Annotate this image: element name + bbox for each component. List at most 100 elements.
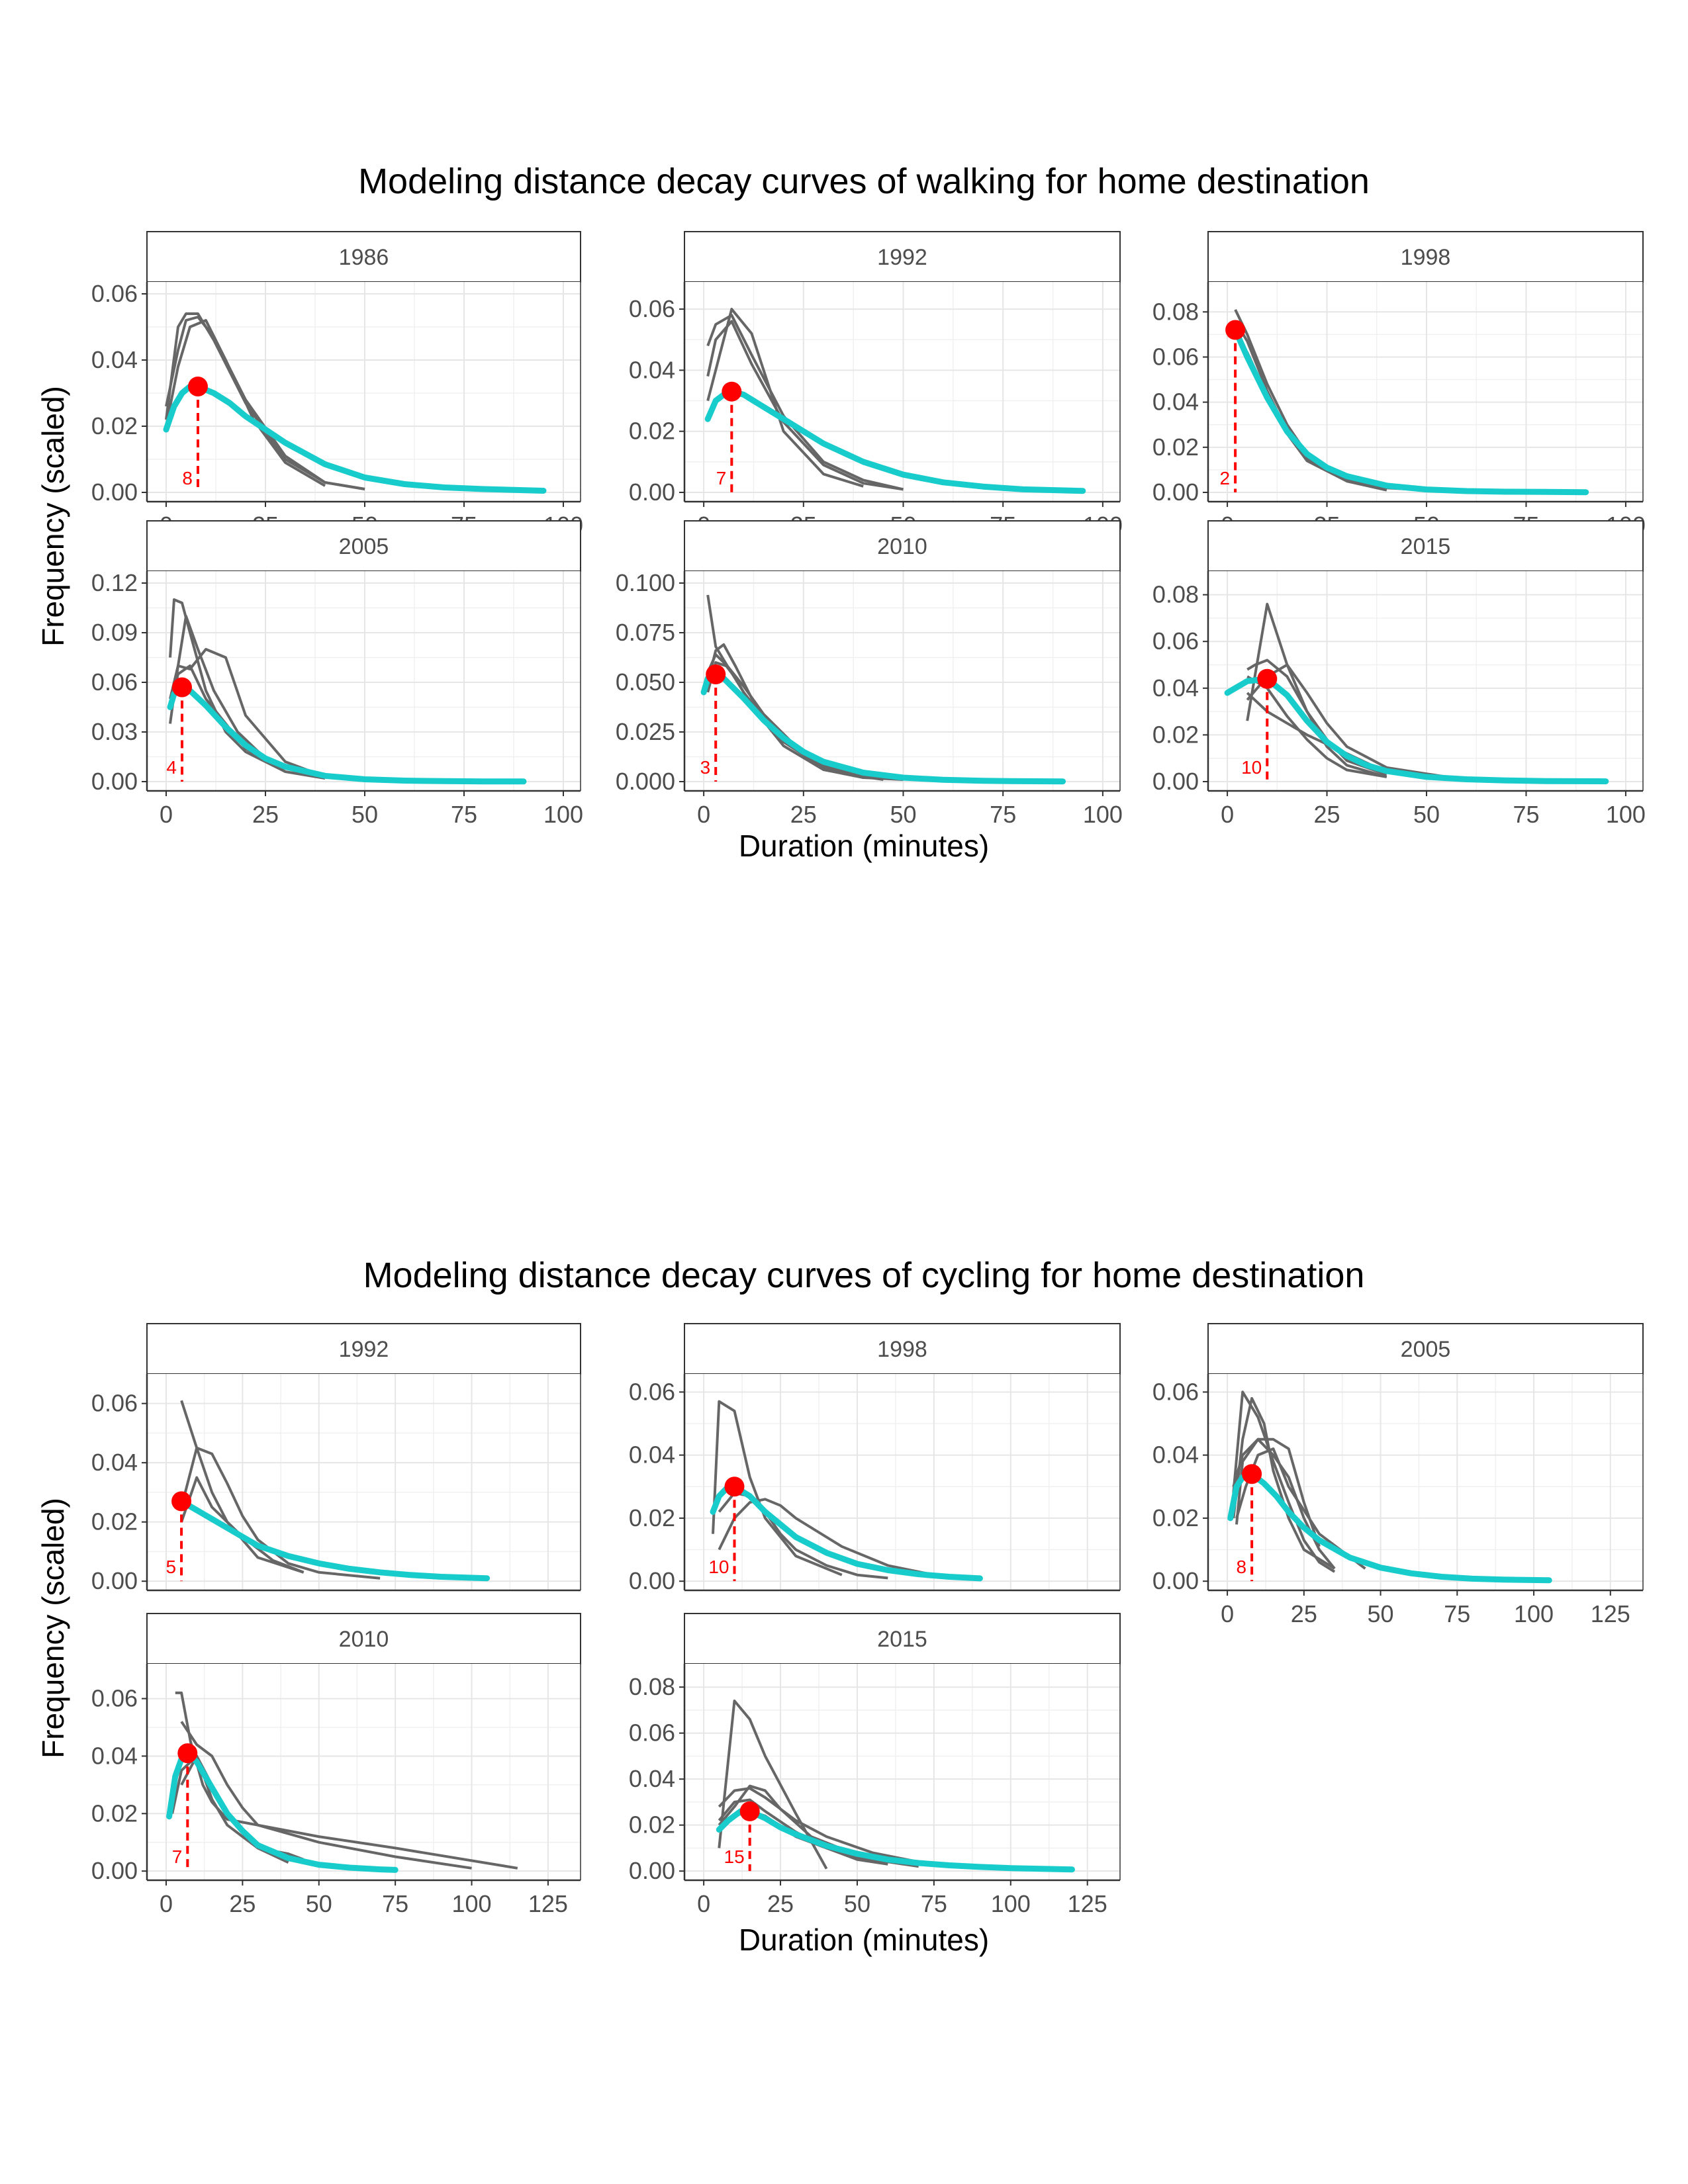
walking-panel-2005-peak-point xyxy=(172,678,192,698)
walking-panel-2005-x-tick-label: 25 xyxy=(252,801,279,828)
walking-panel-2010-plot-area xyxy=(684,571,1120,791)
walking-panel-2010-x-tick-label: 0 xyxy=(697,801,710,828)
walking-panels: 198680.000.020.040.060255075100199270.00… xyxy=(91,232,1646,828)
cycling-panel-2005-x-tick-label: 75 xyxy=(1444,1600,1470,1627)
cycling-panel-1992-y-tick-label: 0.00 xyxy=(91,1567,138,1594)
cycling-panel-2015: 2015 15 0.00 0.02 0.04 0.06 0.08 0 25 50 75 100 125 xyxy=(629,1614,1120,1917)
walking-panel-2005-y-tick-label: 0.00 xyxy=(91,768,138,795)
walking-panel-1998-y-tick-label: 0.08 xyxy=(1152,298,1199,325)
cycling-panel-2015-y-tick-label: 0.06 xyxy=(629,1719,675,1747)
walking-panel-1992: 199270.000.020.040.060255075100 xyxy=(629,232,1123,539)
cycling-panel-1998-y-tick-label: 0.04 xyxy=(629,1441,675,1469)
cycling-panel-2015-peak-label: 15 xyxy=(724,1846,745,1867)
cycling-panel-1992: 199250.000.020.040.06 xyxy=(91,1324,581,1594)
walking-panel-2015-y-tick-label: 0.08 xyxy=(1152,581,1199,608)
walking-panel-1986-strip-label: 1986 xyxy=(339,245,389,270)
cycling-panel-1992-peak-point xyxy=(171,1491,191,1511)
cycling-panel-1992-plot-area xyxy=(147,1374,581,1590)
cycling-panel-2010-strip-label: 2010 xyxy=(339,1627,389,1652)
walking-panel-2015-x-tick-label: 100 xyxy=(1606,801,1646,828)
cycling-panel-2015-y-tick-label: 0.00 xyxy=(629,1857,675,1884)
cycling-panel-2005-x-tick-label: 125 xyxy=(1591,1600,1630,1627)
cycling-panel-2010-x-tick-label: 50 xyxy=(306,1890,332,1917)
walking-panel-2005-x-tick-label: 0 xyxy=(160,801,173,828)
walking-panel-2010-y-tick-label: 0.050 xyxy=(616,668,675,696)
walking-panel-2015-peak-label: 10 xyxy=(1241,757,1262,778)
cycling-panel-2010-y-tick-label: 0.02 xyxy=(91,1799,138,1827)
cycling-panel-2010-plot-area xyxy=(147,1664,581,1880)
walking-panel-2010-strip-label: 2010 xyxy=(877,534,927,559)
walking-panel-2010-y-tick-label: 0.075 xyxy=(616,619,675,646)
cycling-panel-1992-strip-label: 1992 xyxy=(339,1337,389,1362)
cycling-panel-1998-y-tick-label: 0.00 xyxy=(629,1567,675,1594)
walking-panel-2005-x-tick-label: 100 xyxy=(543,801,583,828)
cycling-panel-2005-plot-area xyxy=(1208,1374,1643,1590)
walking-panel-2010: 2010 3 0.000 0.025 0.050 0.075 0.100 0 25 50 75 100 xyxy=(616,521,1123,828)
walking-panel-1998-peak-point xyxy=(1225,320,1245,340)
cycling-panel-1998-peak-point xyxy=(724,1477,744,1496)
walking-panel-2015-y-tick-label: 0.00 xyxy=(1152,768,1199,795)
walking-panel-1992-y-tick-label: 0.04 xyxy=(629,356,675,383)
walking-x-axis-label: Duration (minutes) xyxy=(739,829,989,863)
walking-panel-2015-x-tick-label: 50 xyxy=(1413,801,1440,828)
cycling-panel-1992-y-tick-label: 0.06 xyxy=(91,1390,138,1417)
walking-panel-2015-peak-point xyxy=(1257,669,1277,689)
walking-panel-1992-plot-area xyxy=(684,282,1120,502)
cycling-x-axis-label: Duration (minutes) xyxy=(739,1923,989,1957)
cycling-panel-2005-peak-point xyxy=(1242,1464,1262,1484)
walking-panel-1992-y-tick-label: 0.06 xyxy=(629,295,675,322)
walking-panel-2010-x-tick-label: 25 xyxy=(790,801,817,828)
cycling-panel-1998-plot-area xyxy=(684,1374,1120,1590)
walking-panel-1986-y-tick-label: 0.02 xyxy=(91,412,138,439)
walking-panel-2010-y-tick-label: 0.100 xyxy=(616,569,675,596)
cycling-panel-2005-y-tick-label: 0.00 xyxy=(1152,1567,1199,1594)
walking-panel-1992-y-tick-label: 0.02 xyxy=(629,418,675,445)
walking-panel-2005-y-tick-label: 0.06 xyxy=(91,668,138,696)
walking-panel-1986-peak-label: 8 xyxy=(182,468,193,488)
walking-panel-1998-y-tick-label: 0.06 xyxy=(1152,343,1199,370)
walking-panel-2005-y-tick-label: 0.12 xyxy=(91,569,138,596)
walking-panel-2010-peak-point xyxy=(706,664,726,684)
walking-panel-1986-y-tick-label: 0.06 xyxy=(91,280,138,307)
cycling-panel-2005-x-tick-label: 0 xyxy=(1221,1600,1234,1627)
walking-panel-2015-x-tick-label: 0 xyxy=(1221,801,1234,828)
cycling-panel-2010-x-tick-label: 75 xyxy=(382,1890,408,1917)
cycling-panel-1992-y-tick-label: 0.04 xyxy=(91,1449,138,1476)
walking-panel-1998-strip-label: 1998 xyxy=(1401,245,1451,270)
cycling-figure-title: Modeling distance decay curves of cyclin… xyxy=(363,1255,1365,1295)
cycling-panel-2010-x-tick-label: 100 xyxy=(451,1890,491,1917)
cycling-panel-2005-peak-label: 8 xyxy=(1237,1557,1247,1577)
walking-panel-2015-x-tick-label: 25 xyxy=(1314,801,1340,828)
cycling-panel-1998-strip-label: 1998 xyxy=(877,1337,927,1362)
cycling-panel-2015-x-tick-label: 50 xyxy=(844,1890,870,1917)
walking-panel-1998-peak-label: 2 xyxy=(1220,468,1231,488)
walking-panel-2005-peak-label: 4 xyxy=(166,757,177,778)
cycling-panel-2015-y-tick-label: 0.08 xyxy=(629,1673,675,1700)
walking-panel-2005: 200540.000.030.060.090.120 25 50 75 100 xyxy=(91,521,583,828)
cycling-panel-2005-y-tick-label: 0.02 xyxy=(1152,1504,1199,1531)
walking-panel-1998-y-tick-label: 0.02 xyxy=(1152,433,1199,461)
cycling-panel-2015-x-tick-label: 25 xyxy=(767,1890,794,1917)
walking-panel-2015-x-tick-label: 75 xyxy=(1513,801,1539,828)
walking-panel-2010-y-tick-label: 0.025 xyxy=(616,718,675,745)
walking-panel-2010-x-tick-label: 100 xyxy=(1083,801,1123,828)
walking-panel-2005-plot-area xyxy=(147,571,581,791)
cycling-panel-2015-strip-label: 2015 xyxy=(877,1627,927,1652)
cycling-panel-2010: 2010 7 0.00 0.02 0.04 0.06 0 25 50 75 100 125 xyxy=(91,1614,581,1917)
cycling-panel-2010-x-tick-label: 0 xyxy=(160,1890,173,1917)
cycling-panel-2005-x-tick-label: 25 xyxy=(1291,1600,1317,1627)
walking-panel-1992-strip-label: 1992 xyxy=(877,245,927,270)
cycling-panel-2015-y-tick-label: 0.02 xyxy=(629,1811,675,1839)
cycling-panel-2010-x-tick-label: 25 xyxy=(229,1890,256,1917)
walking-panel-2010-x-tick-label: 75 xyxy=(990,801,1016,828)
cycling-panel-2015-x-tick-label: 75 xyxy=(921,1890,947,1917)
cycling-panel-2015-peak-point xyxy=(740,1801,760,1821)
cycling-panel-1992-peak-label: 5 xyxy=(165,1557,176,1577)
walking-panel-1986-peak-point xyxy=(188,377,208,396)
walking-panel-2010-peak-label: 3 xyxy=(700,757,711,778)
cycling-panel-2005: 2005 8 0.00 0.02 0.04 0.06 0 25 50 75 100 125 xyxy=(1152,1324,1643,1627)
cycling-panel-2015-x-tick-label: 100 xyxy=(991,1890,1031,1917)
walking-panel-2005-strip-label: 2005 xyxy=(339,534,389,559)
